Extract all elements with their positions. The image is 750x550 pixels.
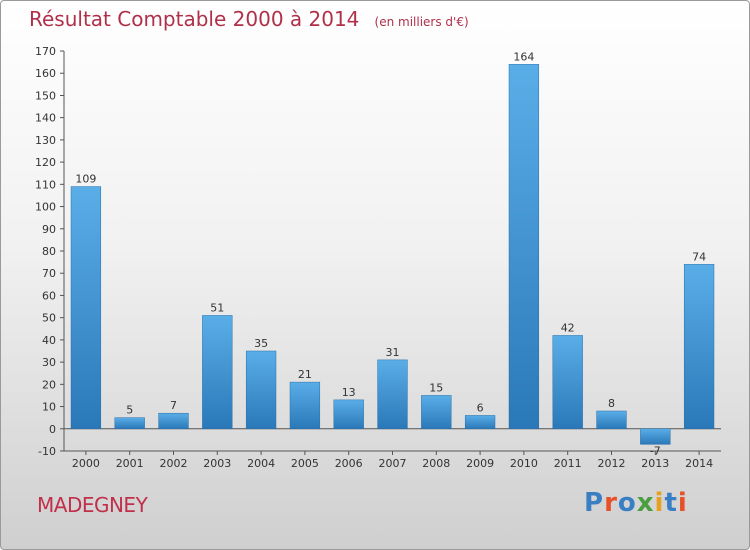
data-label: 6 [477, 401, 484, 414]
data-label: 15 [429, 381, 443, 394]
x-tick-label: 2011 [554, 457, 582, 470]
data-label: 5 [126, 404, 133, 417]
y-tick-label: 0 [49, 423, 56, 436]
bar-2012 [596, 410, 627, 430]
y-tick-label: 130 [35, 134, 56, 147]
y-tick-label: 150 [35, 89, 56, 102]
data-label: 8 [608, 397, 615, 410]
data-label: 21 [298, 368, 312, 381]
x-tick-label: 2006 [335, 457, 363, 470]
y-tick-label: 100 [35, 201, 56, 214]
x-tick-label: 2012 [598, 457, 626, 470]
data-label: 31 [386, 346, 400, 359]
title-unit: (en milliers d'€) [374, 15, 469, 29]
x-tick-label: 2007 [379, 457, 407, 470]
bar-2004 [245, 350, 277, 430]
logo-letter: i [654, 488, 665, 518]
bar-2002 [158, 412, 189, 430]
bar-2008 [421, 395, 452, 430]
y-tick-label: 20 [42, 378, 56, 391]
x-tick-label: 2010 [510, 457, 538, 470]
y-tick-label: 80 [42, 245, 56, 258]
logo-letter: r [604, 488, 618, 518]
chart-title: Résultat Comptable 2000 à 2014 (en milli… [29, 7, 469, 31]
x-tick-label: 2001 [116, 457, 144, 470]
bar-2005 [289, 381, 321, 430]
y-tick-label: -10 [38, 445, 56, 458]
x-tick-label: 2000 [72, 457, 100, 470]
x-tick-label: 2004 [247, 457, 275, 470]
bar-2013 [640, 428, 671, 445]
y-tick-label: 10 [42, 401, 56, 414]
y-tick-label: 110 [35, 178, 56, 191]
logo-letter: t [664, 488, 678, 518]
logo-letter: x [636, 488, 655, 518]
data-label: -7 [650, 444, 661, 457]
y-tick-label: 50 [42, 312, 56, 325]
data-label: 35 [254, 337, 268, 350]
x-tick-label: 2014 [685, 457, 713, 470]
chart-bars: 109 5 7 51 35 21 13 31 15 6 164 42 8 -7 74 [70, 50, 715, 457]
data-label: 74 [692, 250, 706, 263]
data-label: 109 [75, 173, 96, 186]
bar-2006 [333, 399, 364, 430]
y-tick-label: 120 [35, 156, 56, 169]
x-tick-label: 2005 [291, 457, 319, 470]
bar-2003 [202, 315, 233, 430]
y-tick-label: 70 [42, 267, 56, 280]
proxiti-logo[interactable]: Proxiti [584, 488, 688, 518]
bar-2010 [508, 64, 540, 430]
title-main: Résultat Comptable 2000 à 2014 [29, 7, 360, 31]
y-tick-label: 170 [35, 45, 56, 58]
data-label: 42 [561, 321, 575, 334]
y-tick-label: 30 [42, 356, 56, 369]
logo-letter: i [677, 488, 688, 518]
y-tick-label: 60 [42, 289, 56, 302]
x-tick-label: 2009 [466, 457, 494, 470]
logo-letter: P [584, 488, 605, 518]
y-tick-label: 140 [35, 112, 56, 125]
data-label: 7 [170, 399, 177, 412]
data-label: 13 [342, 386, 356, 399]
bar-2009 [464, 415, 496, 430]
y-tick-label: 160 [35, 67, 56, 80]
bar-2000 [70, 186, 102, 430]
x-tick-label: 2002 [160, 457, 188, 470]
x-tick-label: 2013 [641, 457, 669, 470]
x-tick-label: 2008 [422, 457, 450, 470]
y-tick-label: 40 [42, 334, 56, 347]
commune-name: MADEGNEY [37, 493, 148, 517]
x-tick-label: 2003 [203, 457, 231, 470]
chart-axes: -10 0 10 20 30 40 50 60 70 80 90 100 110 120 130 140 150… [35, 45, 721, 470]
data-label: 164 [513, 50, 534, 63]
bar-2014 [683, 264, 715, 430]
y-tick-label: 90 [42, 223, 56, 236]
data-label: 51 [210, 301, 224, 314]
bar-2001 [114, 417, 145, 430]
logo-letter: o [617, 488, 637, 518]
bar-2011 [552, 335, 583, 430]
bar-2007 [377, 359, 408, 430]
